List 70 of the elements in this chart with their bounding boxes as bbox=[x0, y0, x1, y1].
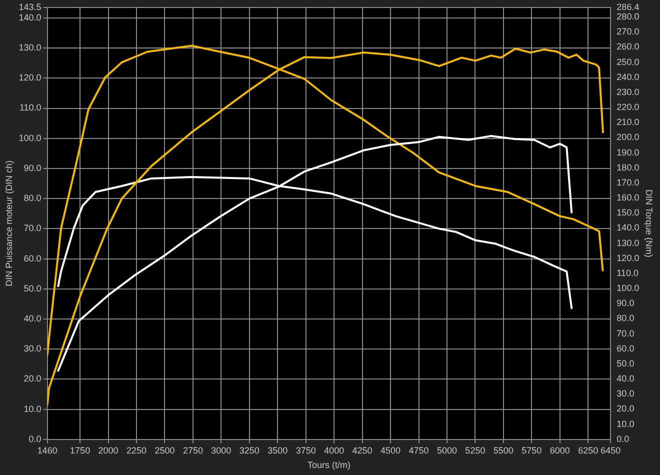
x-tick-label: 5500 bbox=[493, 445, 514, 456]
y2-tick-label: 200.0 bbox=[616, 132, 640, 142]
x-tick-label: 3250 bbox=[239, 445, 260, 456]
y2-tick-label: 160.0 bbox=[616, 192, 640, 203]
y2-tick-label: 190.0 bbox=[616, 147, 640, 158]
y-tick-label: 60.0 bbox=[24, 253, 42, 264]
y2-tick-label: 30.0 bbox=[616, 388, 634, 399]
y2-tick-label: 230.0 bbox=[616, 86, 640, 97]
x-tick-label: 2500 bbox=[154, 445, 175, 456]
y2-tick-label: 150.0 bbox=[616, 208, 640, 218]
x-tick-label: 5750 bbox=[522, 445, 542, 456]
y-tick-label: 20.0 bbox=[24, 374, 42, 384]
x-tick-label: 6450 bbox=[600, 445, 621, 456]
x-tick-label: 4250 bbox=[352, 445, 372, 456]
y-tick-label: 0.0 bbox=[28, 434, 42, 444]
x-tick-label: 5000 bbox=[436, 445, 457, 456]
x-tick-label: 6000 bbox=[550, 445, 570, 456]
y2-tick-label: 90.0 bbox=[616, 298, 634, 308]
x-axis-title: Tours (t/m) bbox=[307, 460, 351, 470]
x-tick-label: 1460 bbox=[37, 445, 58, 456]
y-tick-label: 120.0 bbox=[18, 72, 42, 83]
y-tick-label: 90.0 bbox=[24, 162, 42, 173]
y2-tick-label: 0.0 bbox=[616, 434, 630, 444]
x-tick-label: 4750 bbox=[408, 445, 429, 456]
x-tick-label: 2000 bbox=[98, 445, 118, 456]
y2-tick-label: 80.0 bbox=[616, 313, 634, 324]
y2-tick-label: 70.0 bbox=[616, 328, 634, 338]
x-tick-label: 2250 bbox=[126, 445, 147, 456]
y2-tick-label: 100.0 bbox=[616, 283, 640, 294]
y2-tick-label: 286.4 bbox=[616, 2, 640, 12]
y2-tick-label: 180.0 bbox=[616, 162, 640, 172]
y-tick-label: 10.0 bbox=[24, 404, 42, 414]
y2-tick-label: 250.0 bbox=[616, 56, 640, 67]
y-tick-label: 130.0 bbox=[18, 42, 42, 53]
y-tick-label: 40.0 bbox=[24, 313, 42, 324]
y2-tick-label: 240.0 bbox=[616, 72, 640, 82]
x-tick-label: 2750 bbox=[182, 445, 203, 456]
y2-tick-label: 130.0 bbox=[616, 238, 640, 248]
x-tick-label: 1750 bbox=[70, 445, 90, 456]
y2-tick-label: 120.0 bbox=[616, 252, 640, 263]
y-tick-label: 110.0 bbox=[19, 102, 42, 113]
x-tick-label: 5250 bbox=[465, 445, 486, 456]
y2-axis-title: DIN Torque (Nm) bbox=[644, 189, 654, 258]
y2-tick-label: 10.0 bbox=[616, 418, 634, 429]
y-tick-label: 70.0 bbox=[24, 223, 42, 234]
y-tick-label: 30.0 bbox=[24, 344, 42, 354]
y-tick-label: 100.0 bbox=[18, 132, 42, 143]
y2-tick-label: 140.0 bbox=[616, 222, 640, 233]
y2-tick-label: 260.0 bbox=[616, 42, 640, 52]
x-tick-label: 3500 bbox=[268, 445, 288, 456]
y2-tick-label: 170.0 bbox=[616, 177, 640, 188]
y2-tick-label: 40.0 bbox=[616, 374, 634, 384]
x-tick-label: 4500 bbox=[380, 445, 401, 456]
y2-tick-label: 210.0 bbox=[616, 117, 640, 128]
y2-tick-label: 110.0 bbox=[616, 268, 639, 278]
x-tick-label: 3000 bbox=[211, 445, 232, 456]
y2-tick-label: 220.0 bbox=[616, 102, 640, 112]
y2-tick-label: 20.0 bbox=[616, 404, 634, 414]
y2-tick-label: 50.0 bbox=[616, 358, 634, 368]
x-tick-label: 4000 bbox=[324, 445, 344, 456]
x-tick-label: 3750 bbox=[296, 445, 316, 456]
y-axis-title: DIN Puissance moteur (DIN ch) bbox=[4, 160, 14, 286]
y-tick-label: 140.0 bbox=[18, 12, 42, 22]
x-tick-label: 6250 bbox=[578, 445, 598, 456]
y2-tick-label: 270.0 bbox=[616, 26, 640, 37]
y-tick-label: 143.5 bbox=[18, 2, 42, 12]
y2-tick-label: 60.0 bbox=[616, 343, 634, 354]
y-tick-label: 80.0 bbox=[24, 193, 42, 204]
y-tick-label: 50.0 bbox=[24, 283, 42, 294]
y2-tick-label: 280.0 bbox=[616, 12, 640, 22]
